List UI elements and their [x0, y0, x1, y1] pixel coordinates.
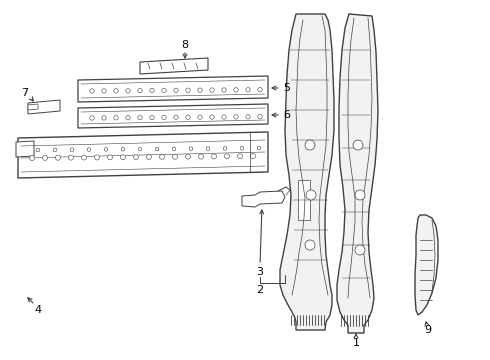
Circle shape [355, 245, 365, 255]
Text: 5: 5 [283, 83, 290, 93]
Circle shape [198, 154, 203, 159]
Polygon shape [16, 141, 34, 157]
Circle shape [150, 88, 154, 93]
Circle shape [55, 155, 60, 160]
Circle shape [222, 115, 226, 119]
Circle shape [138, 89, 142, 93]
Circle shape [353, 140, 363, 150]
Circle shape [246, 87, 250, 92]
Circle shape [81, 155, 87, 160]
Text: 6: 6 [283, 110, 290, 120]
Circle shape [305, 140, 315, 150]
Polygon shape [280, 14, 334, 330]
Circle shape [121, 155, 125, 160]
Polygon shape [28, 100, 60, 114]
Circle shape [210, 88, 214, 92]
Circle shape [155, 147, 159, 151]
Polygon shape [140, 58, 208, 74]
Circle shape [186, 154, 191, 159]
Polygon shape [298, 180, 310, 220]
Circle shape [355, 190, 365, 200]
Circle shape [258, 87, 262, 92]
Circle shape [133, 154, 139, 159]
Circle shape [174, 88, 178, 93]
Circle shape [147, 154, 151, 159]
Circle shape [186, 88, 190, 93]
Text: 3: 3 [256, 267, 264, 277]
Circle shape [107, 155, 113, 160]
Circle shape [90, 89, 94, 93]
Circle shape [114, 89, 118, 93]
Circle shape [206, 147, 210, 150]
Circle shape [150, 115, 154, 120]
Circle shape [189, 147, 193, 150]
Circle shape [114, 116, 118, 120]
Circle shape [250, 154, 255, 159]
Circle shape [90, 116, 94, 120]
Polygon shape [415, 215, 438, 315]
Circle shape [306, 190, 316, 200]
Circle shape [160, 154, 165, 159]
Circle shape [222, 88, 226, 92]
Circle shape [126, 116, 130, 120]
Circle shape [198, 115, 202, 120]
Circle shape [138, 116, 142, 120]
Circle shape [172, 147, 176, 150]
Circle shape [43, 156, 48, 161]
Circle shape [87, 148, 91, 151]
Circle shape [238, 154, 243, 159]
Circle shape [29, 156, 34, 161]
Polygon shape [78, 76, 268, 102]
Circle shape [234, 115, 238, 119]
Circle shape [234, 88, 238, 92]
Text: 7: 7 [22, 88, 28, 98]
Circle shape [246, 114, 250, 119]
Circle shape [258, 114, 262, 119]
Circle shape [138, 147, 142, 151]
Circle shape [210, 115, 214, 119]
Text: 1: 1 [352, 338, 360, 348]
Polygon shape [242, 191, 285, 207]
Circle shape [224, 154, 229, 159]
Circle shape [223, 147, 227, 150]
Text: 4: 4 [34, 305, 42, 315]
Polygon shape [18, 132, 268, 178]
Circle shape [126, 89, 130, 93]
Circle shape [53, 148, 57, 152]
Circle shape [69, 155, 74, 160]
Text: 8: 8 [181, 40, 189, 50]
Circle shape [186, 115, 190, 120]
Polygon shape [337, 14, 378, 333]
Circle shape [257, 147, 261, 150]
Circle shape [104, 148, 108, 151]
Polygon shape [78, 104, 268, 128]
Circle shape [240, 147, 244, 150]
Circle shape [121, 148, 125, 151]
Polygon shape [28, 104, 38, 110]
Circle shape [36, 148, 40, 152]
Circle shape [305, 240, 315, 250]
Text: 9: 9 [424, 325, 432, 335]
Circle shape [174, 115, 178, 120]
Circle shape [162, 88, 166, 93]
Circle shape [172, 154, 177, 159]
Circle shape [102, 116, 106, 120]
Circle shape [95, 155, 99, 160]
Text: 2: 2 [256, 285, 264, 295]
Circle shape [198, 88, 202, 93]
Circle shape [70, 148, 74, 152]
Circle shape [102, 89, 106, 93]
Circle shape [162, 115, 166, 120]
Circle shape [212, 154, 217, 159]
